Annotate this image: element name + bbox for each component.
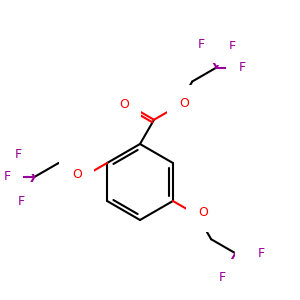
Text: F: F [239, 61, 246, 74]
Text: F: F [258, 247, 265, 260]
Text: O: O [72, 169, 82, 182]
Text: F: F [18, 195, 25, 208]
Text: O: O [198, 206, 208, 220]
Text: F: F [229, 40, 236, 53]
Text: F: F [4, 170, 11, 184]
Text: F: F [198, 38, 205, 51]
Text: F: F [219, 271, 226, 284]
Text: F: F [248, 262, 255, 275]
Text: O: O [179, 97, 189, 110]
Text: F: F [15, 148, 22, 161]
Text: O: O [119, 98, 129, 111]
